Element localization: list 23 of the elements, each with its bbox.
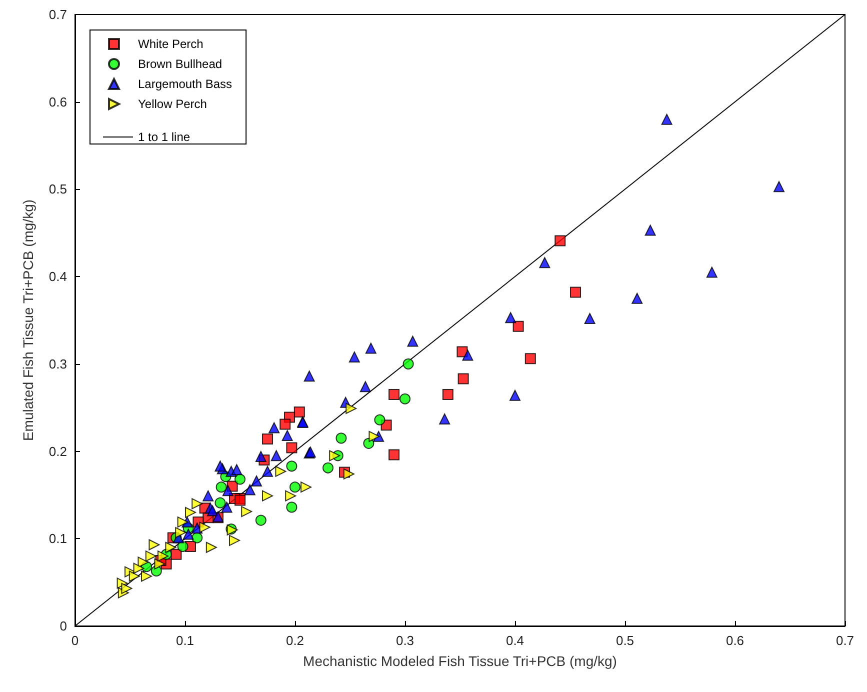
x-tick-label: 0.3 — [396, 633, 414, 648]
x-axis-title: Mechanistic Modeled Fish Tissue Tri+PCB (mg/kg) — [303, 653, 617, 669]
y-tick-label: 0.3 — [48, 356, 67, 372]
y-tick-label: 0.7 — [48, 7, 67, 22]
x-tick-label: 0.7 — [836, 633, 854, 648]
x-tick-label: 0.6 — [726, 633, 744, 648]
x-tick-label: 0.2 — [286, 633, 304, 648]
legend-label: Yellow Perch — [138, 97, 207, 111]
legend-label: Brown Bullhead — [138, 57, 222, 71]
x-tick-label: 0.5 — [616, 633, 634, 648]
x-tick-label: 0.4 — [506, 633, 524, 648]
legend-label: 1 to 1 line — [138, 130, 190, 144]
y-tick-label: 0.4 — [48, 269, 67, 284]
y-tick-label: 0.5 — [48, 182, 67, 197]
legend-label: White Perch — [138, 37, 204, 51]
y-tick-label: 0.1 — [48, 531, 67, 546]
legend-label: Largemouth Bass — [138, 77, 232, 91]
x-tick-label: 0 — [71, 633, 79, 648]
y-tick-label: 0.2 — [48, 444, 67, 459]
y-tick-label: 0 — [60, 618, 67, 634]
y-tick-label: 0.6 — [48, 94, 67, 110]
y-axis-title: Emulated Fish Tissue Tri+PCB (mg/kg) — [20, 199, 36, 442]
x-tick-label: 0.1 — [176, 633, 194, 648]
